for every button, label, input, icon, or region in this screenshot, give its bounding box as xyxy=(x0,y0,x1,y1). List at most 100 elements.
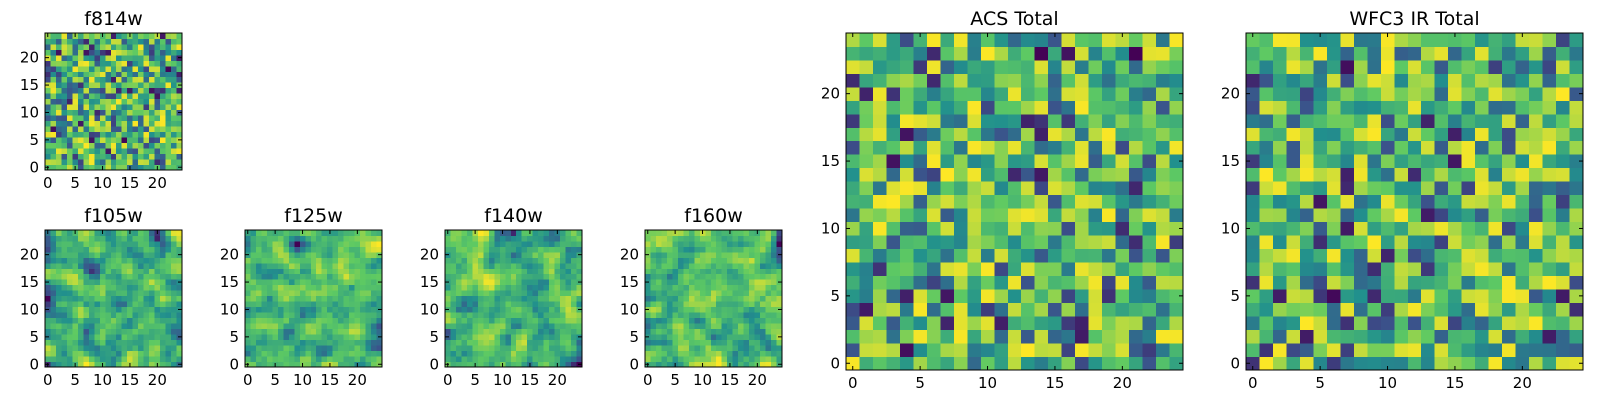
heatmap-cell xyxy=(116,251,123,258)
heatmap-cell xyxy=(50,93,57,100)
heatmap-cell xyxy=(72,153,79,160)
heatmap-cell xyxy=(576,284,583,291)
heatmap-cell xyxy=(461,279,468,286)
heatmap-cell xyxy=(143,262,150,269)
heatmap-cell xyxy=(1021,46,1036,61)
heatmap-cell xyxy=(121,60,128,67)
heatmap-cell xyxy=(499,350,506,357)
heatmap-cell xyxy=(1313,235,1328,250)
heatmap-cell xyxy=(1394,194,1409,209)
heatmap-cell xyxy=(859,302,874,317)
heatmap-cell xyxy=(99,262,106,269)
heatmap-cell xyxy=(305,235,312,242)
heatmap-cell xyxy=(749,350,755,357)
heatmap-cell xyxy=(132,60,139,67)
heatmap-cell xyxy=(1556,262,1570,277)
heatmap-cell xyxy=(1569,329,1584,344)
heatmap-cell xyxy=(776,295,783,302)
heatmap-cell xyxy=(327,301,334,308)
heatmap-cell xyxy=(332,279,339,286)
heatmap-cell xyxy=(165,350,172,357)
heatmap-cell xyxy=(510,262,517,269)
heatmap-cell xyxy=(899,167,914,182)
heatmap-cell xyxy=(743,257,750,264)
heatmap-cell xyxy=(132,328,139,335)
heatmap-cell xyxy=(899,356,914,371)
heatmap-cell xyxy=(121,230,128,236)
heatmap-cell xyxy=(250,251,257,258)
heatmap-cell xyxy=(160,334,166,340)
heatmap-cell xyxy=(245,257,251,264)
heatmap-cell xyxy=(694,361,701,368)
heatmap-cell xyxy=(488,273,495,280)
heatmap-cell xyxy=(116,153,123,160)
heatmap-cell xyxy=(483,312,490,319)
heatmap-cell xyxy=(727,262,734,269)
heatmap-cell xyxy=(565,328,572,335)
heatmap-cell xyxy=(338,262,345,269)
heatmap-cell xyxy=(365,290,372,297)
heatmap-cell xyxy=(645,290,651,297)
heatmap-cell xyxy=(1367,194,1382,209)
heatmap-cell xyxy=(1007,221,1022,236)
heatmap-cell xyxy=(499,235,506,242)
heatmap-cell xyxy=(83,126,90,133)
heatmap-cell xyxy=(149,279,155,286)
heatmap-cell xyxy=(716,230,723,236)
heatmap-cell xyxy=(754,345,761,351)
heatmap-cell xyxy=(872,275,887,290)
heatmap-cell xyxy=(45,60,51,67)
heatmap-cell xyxy=(160,317,166,324)
heatmap-cell xyxy=(994,100,1009,115)
heatmap-cell xyxy=(576,345,583,351)
heatmap-cell xyxy=(338,312,345,319)
heatmap-cell xyxy=(1142,154,1157,169)
heatmap-cell xyxy=(1048,113,1063,128)
heatmap-cell xyxy=(771,334,777,340)
heatmap-cell xyxy=(1488,302,1503,317)
heatmap-cell xyxy=(261,323,268,330)
heatmap-cell xyxy=(510,295,517,302)
heatmap-cell xyxy=(1515,275,1530,290)
heatmap-cell xyxy=(749,323,755,330)
heatmap-cell xyxy=(771,323,777,330)
heatmap-cell xyxy=(332,317,339,324)
heatmap-cell xyxy=(1313,167,1328,182)
heatmap-cell xyxy=(738,279,745,286)
heatmap-cell xyxy=(1488,73,1503,88)
heatmap-cell xyxy=(576,312,583,319)
heatmap-cell xyxy=(299,246,306,253)
heatmap-cell xyxy=(1007,59,1022,74)
heatmap-cell xyxy=(1448,262,1463,277)
heatmap-cell xyxy=(1048,235,1063,250)
heatmap-cell xyxy=(1034,113,1049,128)
heatmap-cell xyxy=(354,273,361,280)
heatmap-cell xyxy=(1246,235,1260,250)
heatmap-cell xyxy=(61,295,68,302)
heatmap-cell xyxy=(99,240,106,247)
heatmap-cell xyxy=(677,284,684,291)
heatmap-cell xyxy=(171,120,177,127)
heatmap-cell xyxy=(1299,356,1314,371)
heatmap-cell xyxy=(1475,33,1490,47)
heatmap-cell xyxy=(461,257,468,264)
heatmap-cell xyxy=(1326,73,1341,88)
heatmap-cell xyxy=(66,328,73,335)
heatmap-cell xyxy=(516,345,523,351)
heatmap-cell xyxy=(738,339,745,346)
heatmap-cell xyxy=(527,339,534,346)
heatmap-cell xyxy=(165,137,172,143)
heatmap-cell xyxy=(55,38,62,45)
heatmap-cell xyxy=(1434,127,1449,142)
heatmap-cell xyxy=(66,273,73,280)
heatmap-cell xyxy=(505,251,512,258)
heatmap-cell xyxy=(171,148,177,154)
heatmap-cell xyxy=(899,127,914,142)
heatmap-cell xyxy=(88,317,95,324)
heatmap-cell xyxy=(250,235,257,242)
heatmap-cell xyxy=(466,356,473,362)
heatmap-cell xyxy=(116,120,123,127)
heatmap-cell xyxy=(160,164,166,171)
heatmap-cell xyxy=(99,317,106,324)
heatmap-cell xyxy=(1048,316,1063,330)
